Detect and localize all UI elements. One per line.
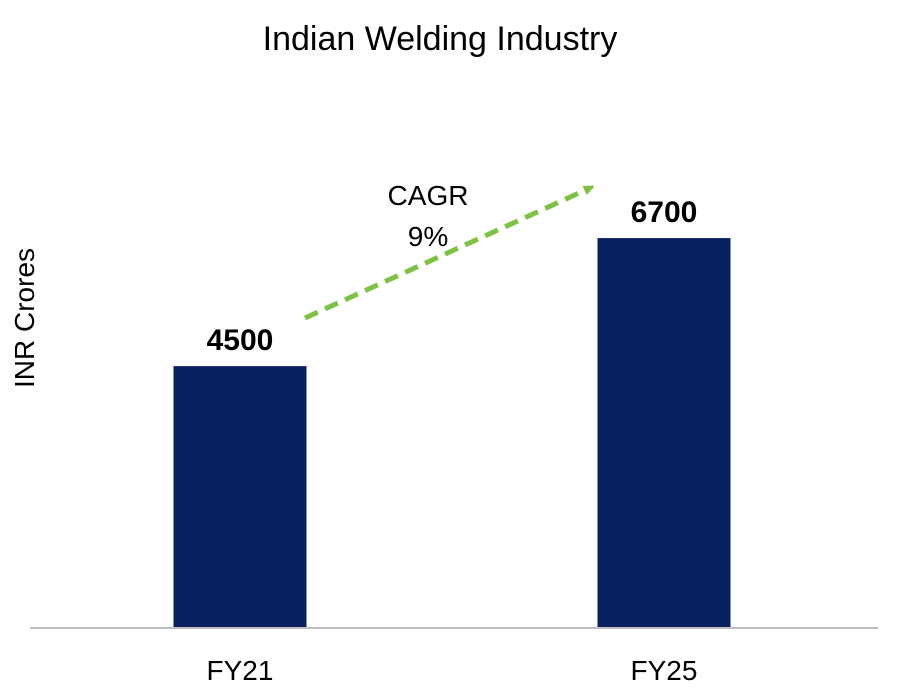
- bar-fy21: [173, 366, 307, 628]
- x-tick-label-fy21: FY21: [207, 655, 274, 686]
- data-label-fy25: 6700: [631, 196, 698, 229]
- data-label-fy21: 4500: [207, 324, 274, 357]
- cagr-label: CAGR: [388, 180, 469, 211]
- cagr-annotation: CAGR 9%: [303, 180, 590, 321]
- bars-group: 4500 FY21 6700 FY25: [173, 196, 731, 686]
- cagr-value: 9%: [408, 221, 448, 252]
- chart-title: Indian Welding Industry: [263, 20, 618, 58]
- bar-fy25: [597, 238, 731, 628]
- cagr-arrow: [303, 188, 590, 321]
- y-axis-label: INR Crores: [9, 248, 40, 388]
- x-tick-label-fy25: FY25: [631, 655, 698, 686]
